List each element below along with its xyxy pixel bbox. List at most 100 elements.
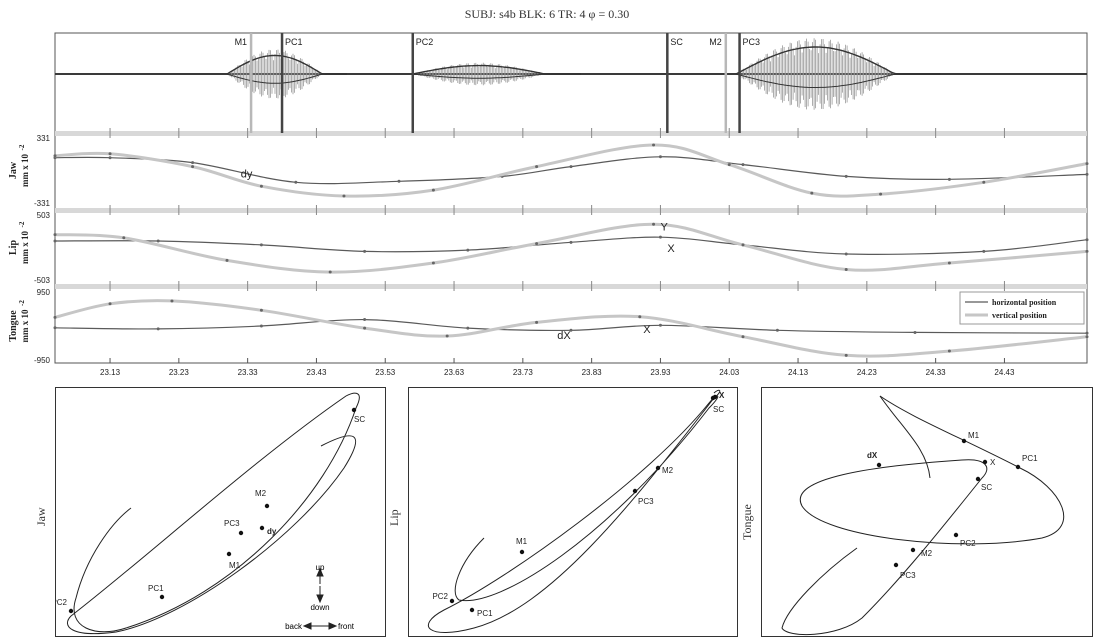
- lip-vertical-point: [741, 243, 745, 247]
- lip-horizontal-point: [569, 240, 573, 244]
- lip-unit-exponent: -2: [18, 221, 26, 227]
- phase-point-pc3: [893, 562, 899, 568]
- x-tick-label: 23.23: [169, 368, 190, 377]
- jaw-horizontal-point: [191, 161, 195, 165]
- phase-point-label-x: X: [719, 391, 725, 400]
- jaw-horizontal-point: [844, 174, 848, 178]
- jaw-ytick-top: 331: [37, 134, 51, 143]
- lip-annotation: Y: [660, 222, 668, 234]
- x-tick-label: 24.23: [857, 368, 878, 377]
- down-label: down: [310, 603, 329, 612]
- tongue-horizontal-point: [775, 328, 779, 332]
- phase-point-pc1: [1015, 464, 1021, 470]
- jaw-horizontal-point: [294, 180, 298, 184]
- phase-point-label-pc2: PC2: [960, 539, 976, 548]
- phase-point-label-x: X: [990, 458, 996, 467]
- tongue-unit-label: mm x 10: [20, 309, 30, 342]
- jaw-phase-panel: PC2 PC1 M1 dy PC3 M2 SC up down back front Jaw: [34, 387, 386, 637]
- tongue-horizontal-point: [259, 324, 263, 328]
- phase-point-pc1: [159, 594, 165, 600]
- lip-unit-label: mm x 10: [20, 231, 30, 264]
- lip-vertical-point: [844, 267, 848, 271]
- x-tick-label: 23.33: [238, 368, 259, 377]
- phase-point-dx: [876, 462, 882, 468]
- lip-phase-panel: PC2 PC1 M1 PC3 M2 SC X Lip: [387, 387, 738, 637]
- down-arrowhead: [316, 594, 324, 604]
- lip-horizontal-point: [1085, 238, 1089, 242]
- x-tick-label: 23.63: [444, 368, 465, 377]
- lip-vertical-point: [328, 270, 332, 274]
- jaw-phase-plot: PC2 PC1 M1 dy PC3 M2 SC up down back front: [56, 392, 365, 635]
- phase-point-label-m2: M2: [662, 466, 674, 475]
- x-tick-label: 24.43: [994, 368, 1015, 377]
- phase-point-sc: [975, 476, 981, 482]
- up-label: up: [316, 563, 325, 572]
- phase-point-pc3: [238, 530, 244, 536]
- tongue-ytick-bottom: -950: [34, 356, 51, 365]
- lip-horizontal-point: [259, 243, 263, 247]
- phase-point-pc3: [632, 488, 638, 494]
- phase-point-m2: [655, 465, 661, 471]
- front-arrowhead: [328, 622, 338, 630]
- phase-point-label-dx: dX: [867, 451, 878, 460]
- separator-tongue-band: [55, 284, 1087, 289]
- tongue-annotation: dX: [557, 330, 571, 342]
- lip-panel-label: Lip: [8, 240, 19, 255]
- separator-jaw-band: [55, 131, 1087, 136]
- legend-entry: horizontal position: [992, 298, 1057, 307]
- lip-annotation: X: [667, 243, 675, 255]
- event-label-pc2: PC2: [416, 37, 434, 47]
- audio-waveform: [226, 38, 941, 110]
- lip-horizontal-point: [658, 235, 662, 239]
- lip-vertical-point: [535, 242, 539, 246]
- lip-ytick-top: 503: [37, 211, 51, 220]
- audio-envelope: [226, 73, 347, 84]
- tongue-horizontal-point: [1085, 331, 1089, 335]
- phase-point-m1: [961, 438, 967, 444]
- lip-vertical-point: [947, 261, 951, 265]
- lip-vertical-point: [652, 222, 656, 226]
- lip-vertical-line: [54, 222, 1088, 274]
- x-tick-label: 24.13: [788, 368, 809, 377]
- legend-box: [959, 291, 1085, 325]
- phase-point-pc2: [449, 598, 455, 604]
- jaw-ytick-bottom: -331: [34, 199, 51, 208]
- tongue-vertical-point: [535, 320, 539, 324]
- phase-point-pc2: [68, 608, 74, 614]
- jaw-vertical-point: [879, 192, 883, 196]
- tongue-vertical-point: [1085, 335, 1089, 339]
- event-label-pc3: PC3: [743, 37, 761, 47]
- jaw-vertical-point: [108, 152, 112, 156]
- event-label-m1: M1: [235, 37, 248, 47]
- up-arrowhead: [316, 567, 324, 577]
- tongue-phase-plot: M1 PC1 dX X SC PC2 M2 PC3: [781, 395, 1064, 636]
- jaw-vertical-line: [54, 143, 1088, 198]
- lip-vertical-point: [431, 261, 435, 265]
- phase-point-dy: [259, 525, 265, 531]
- phase-point-label-pc2: PC2: [432, 592, 448, 601]
- phase-point-sc: [351, 407, 357, 413]
- jaw-horizontal-point: [569, 165, 573, 169]
- jaw-vertical-point: [53, 154, 57, 158]
- tongue-horizontal-point: [53, 326, 57, 330]
- tongue-annotation: X: [643, 324, 651, 336]
- tongue-vertical-point: [53, 315, 57, 319]
- separator-lip-band: [55, 208, 1087, 213]
- lip-vertical-point: [225, 258, 229, 262]
- x-tick-label: 23.73: [513, 368, 534, 377]
- phase-point-label-pc2: PC2: [56, 598, 68, 607]
- lip-vertical-point: [122, 236, 126, 240]
- tongue-horizontal-point: [466, 326, 470, 330]
- lip-horizontal-point: [844, 252, 848, 256]
- jaw-vertical-point: [652, 143, 656, 147]
- plot-frame: [54, 32, 1088, 364]
- direction-key: [302, 567, 338, 630]
- lip-horizontal-point: [156, 239, 160, 243]
- event-label-m2: M2: [709, 37, 722, 47]
- tongue-horizontal-point: [658, 323, 662, 327]
- x-tick-label: 24.33: [926, 368, 947, 377]
- x-tick-label: 24.03: [719, 368, 740, 377]
- lip-phase-plot: PC2 PC1 M1 PC3 M2 SC X: [427, 389, 725, 634]
- lip-trace-panel: 503 -503 Lip mm x 10 -2 YX: [8, 211, 1089, 285]
- legend: horizontal position vertical position: [959, 291, 1085, 325]
